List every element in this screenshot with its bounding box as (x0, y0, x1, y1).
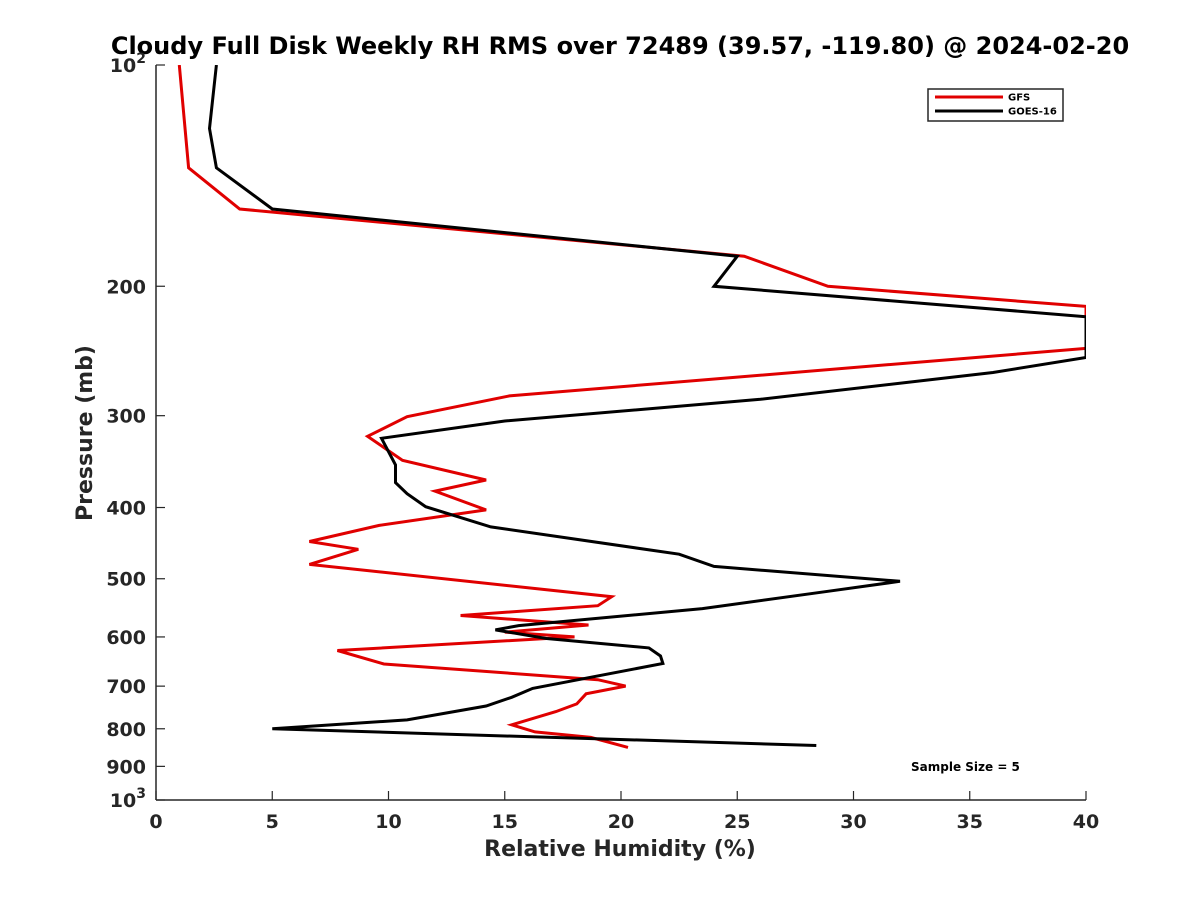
x-tick-label-35: 35 (957, 811, 983, 833)
x-tick-label-5: 5 (266, 811, 279, 833)
y-tick-label-900: 900 (106, 756, 146, 778)
x-tick-label-30: 30 (840, 811, 866, 833)
y-tick-label-400: 400 (106, 498, 146, 520)
plot-area: 0 5 10 15 20 25 30 35 40 102 200 300 400 500 600 700 800… (106, 51, 1099, 833)
chart-title: Cloudy Full Disk Weekly RH RMS over 7248… (111, 32, 1129, 60)
y-tick-label-800: 800 (106, 719, 146, 741)
series-line-goes16 (207, 65, 1086, 747)
x-tick-label-25: 25 (724, 811, 750, 833)
x-tick-label-0: 0 (149, 811, 162, 833)
y-tick-label-500: 500 (106, 569, 146, 591)
sample-size-annotation: Sample Size = 5 (911, 760, 1020, 774)
x-tick-label-20: 20 (608, 811, 634, 833)
y-tick-label-1000: 103 (110, 786, 146, 812)
y-tick-label-200: 200 (106, 276, 146, 298)
y-axis-label: Pressure (mb) (73, 345, 98, 521)
legend-label-gfs: GFS (1008, 93, 1030, 104)
y-tick-label-300: 300 (106, 406, 146, 428)
legend-box (927, 88, 1064, 122)
x-tick-label-40: 40 (1073, 811, 1099, 833)
series-line-gfs (177, 65, 1086, 749)
x-tick-label-15: 15 (492, 811, 518, 833)
y-tick-label-600: 600 (106, 627, 146, 649)
x-axis-label: Relative Humidity (%) (484, 837, 756, 862)
legend-label-goes16: GOES-16 (1008, 107, 1057, 118)
x-tick-label-10: 10 (375, 811, 401, 833)
legend: GFS GOES-16 (927, 88, 1064, 122)
y-tick-label-700: 700 (106, 676, 146, 698)
y-tick-label-100: 102 (110, 51, 146, 77)
